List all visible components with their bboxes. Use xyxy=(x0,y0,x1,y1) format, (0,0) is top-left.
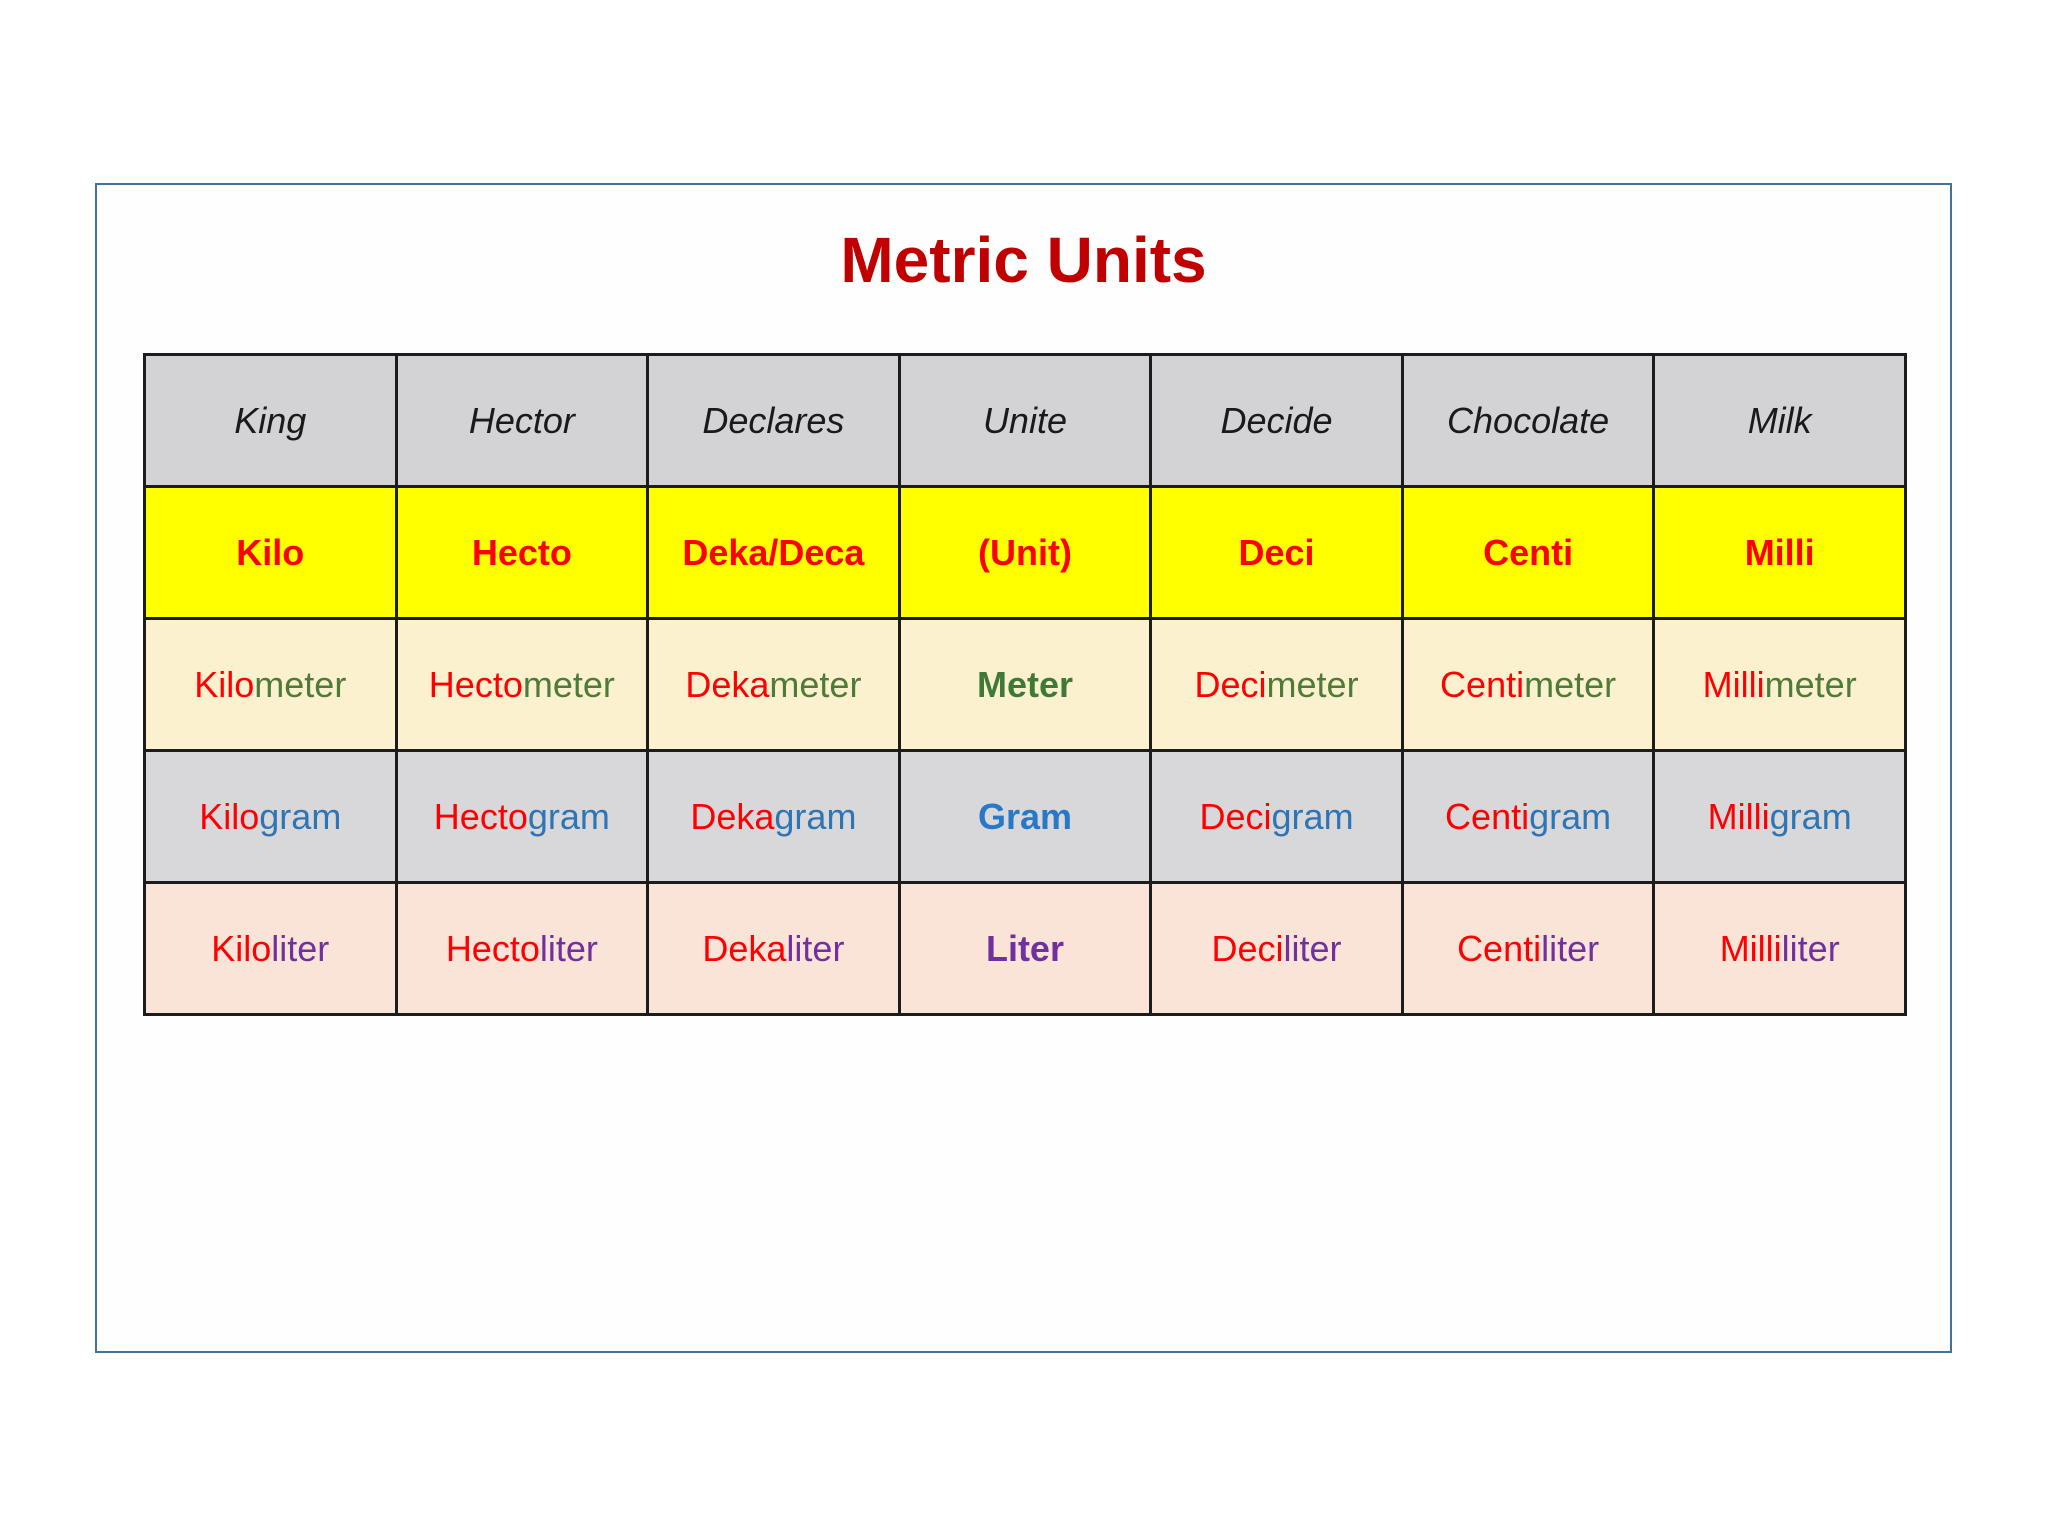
unit-prefix-part: Kilo xyxy=(194,663,255,705)
unit-suffix-part: liter xyxy=(271,927,330,969)
unit-prefix-part: Kilo xyxy=(211,927,272,969)
liter-cell-2: Dekaliter xyxy=(646,881,901,1016)
mnemonic-word: Milk xyxy=(1747,399,1812,441)
base-unit-label: Meter xyxy=(976,663,1073,705)
prefix-cell-1: Hecto xyxy=(394,485,650,620)
unit-prefix-part: Milli xyxy=(1707,795,1770,837)
prefix-cell-6: Milli xyxy=(1652,485,1907,620)
liter-cell-4: Deciliter xyxy=(1149,881,1404,1016)
mnemonic-cell-unite: Unite xyxy=(897,353,1153,488)
unit-suffix-part: meter xyxy=(522,663,615,705)
mnemonic-cell-decide: Decide xyxy=(1149,353,1404,488)
unit-suffix-part: liter xyxy=(786,927,845,969)
unit-prefix-part: Kilo xyxy=(199,795,260,837)
prefix-label: Milli xyxy=(1744,531,1815,573)
prefix-cell-4: Deci xyxy=(1149,485,1404,620)
mnemonic-word: Unite xyxy=(982,399,1067,441)
unit-suffix-part: meter xyxy=(254,663,347,705)
meter-cell-1: Hectometer xyxy=(394,617,650,752)
mnemonic-row: King Hector Declares Unite Decide Chocolate Mi… xyxy=(143,353,1907,488)
liter-cell-3: Liter xyxy=(897,881,1153,1016)
base-unit-label: Gram xyxy=(977,795,1072,837)
meter-row: Kilometer Hectometer Dekameter Meter Decimet… xyxy=(143,617,1907,752)
prefix-label: Deci xyxy=(1238,531,1315,573)
gram-cell-4: Decigram xyxy=(1149,749,1404,884)
unit-suffix-part: gram xyxy=(527,795,610,837)
meter-cell-6: Millimeter xyxy=(1652,617,1907,752)
gram-cell-3: Gram xyxy=(897,749,1153,884)
unit-suffix-part: liter xyxy=(1283,927,1342,969)
unit-prefix-part: Deka xyxy=(685,663,770,705)
unit-suffix-part: gram xyxy=(1271,795,1354,837)
prefix-cell-3: (Unit) xyxy=(897,485,1153,620)
slide-frame: Metric Units King Hector Declares Unite Deci… xyxy=(95,183,1952,1353)
liter-row: Kiloliter Hectoliter Dekaliter Liter Decilit… xyxy=(143,881,1907,1016)
gram-cell-5: Centigram xyxy=(1400,749,1656,884)
unit-prefix-part: Centi xyxy=(1440,663,1525,705)
meter-cell-2: Dekameter xyxy=(646,617,901,752)
unit-prefix-part: Deka xyxy=(702,927,787,969)
mnemonic-word: Declares xyxy=(702,399,845,441)
mnemonic-word: King xyxy=(234,399,307,441)
prefix-row: Kilo Hecto Deka/Deca (Unit) Deci Centi Milli xyxy=(143,485,1907,620)
prefix-label: (Unit) xyxy=(977,531,1072,573)
unit-suffix-part: gram xyxy=(1529,795,1612,837)
prefix-label: Hecto xyxy=(471,531,572,573)
unit-suffix-part: gram xyxy=(1769,795,1852,837)
page-title: Metric Units xyxy=(840,224,1207,296)
mnemonic-word: Chocolate xyxy=(1447,399,1610,441)
base-unit-label: Liter xyxy=(985,927,1064,969)
meter-cell-4: Decimeter xyxy=(1149,617,1404,752)
meter-cell-3: Meter xyxy=(897,617,1153,752)
unit-prefix-part: Deka xyxy=(690,795,775,837)
unit-prefix-part: Deci xyxy=(1211,927,1284,969)
unit-suffix-part: gram xyxy=(259,795,342,837)
gram-cell-0: Kilogram xyxy=(143,749,398,884)
metric-units-table: King Hector Declares Unite Decide Chocolate Mi… xyxy=(143,353,1907,1016)
unit-prefix-part: Hecto xyxy=(445,927,540,969)
prefix-label: Centi xyxy=(1483,531,1574,573)
liter-cell-5: Centiliter xyxy=(1400,881,1656,1016)
unit-suffix-part: meter xyxy=(769,663,862,705)
unit-prefix-part: Hecto xyxy=(428,663,523,705)
mnemonic-cell-king: King xyxy=(143,353,398,488)
gram-row: Kilogram Hectogram Dekagram Gram Decigram Cen… xyxy=(143,749,1907,884)
liter-cell-1: Hectoliter xyxy=(394,881,650,1016)
unit-prefix-part: Hecto xyxy=(433,795,528,837)
unit-prefix-part: Centi xyxy=(1457,927,1542,969)
prefix-cell-5: Centi xyxy=(1400,485,1656,620)
unit-suffix-part: liter xyxy=(1781,927,1840,969)
unit-prefix-part: Centi xyxy=(1445,795,1530,837)
liter-cell-6: Milliliter xyxy=(1652,881,1907,1016)
mnemonic-cell-hector: Hector xyxy=(394,353,650,488)
unit-prefix-part: Milli xyxy=(1702,663,1765,705)
unit-suffix-part: liter xyxy=(539,927,598,969)
mnemonic-word: Decide xyxy=(1220,399,1333,441)
gram-cell-2: Dekagram xyxy=(646,749,901,884)
meter-cell-5: Centimeter xyxy=(1400,617,1656,752)
unit-prefix-part: Deci xyxy=(1194,663,1267,705)
unit-suffix-part: meter xyxy=(1266,663,1359,705)
mnemonic-cell-declares: Declares xyxy=(646,353,901,488)
unit-prefix-part: Deci xyxy=(1199,795,1272,837)
liter-cell-0: Kiloliter xyxy=(143,881,398,1016)
mnemonic-cell-milk: Milk xyxy=(1652,353,1907,488)
unit-suffix-part: meter xyxy=(1524,663,1617,705)
prefix-cell-2: Deka/Deca xyxy=(646,485,901,620)
prefix-label: Deka/Deca xyxy=(682,531,865,573)
gram-cell-6: Milligram xyxy=(1652,749,1907,884)
unit-suffix-part: gram xyxy=(774,795,857,837)
gram-cell-1: Hectogram xyxy=(394,749,650,884)
unit-suffix-part: liter xyxy=(1541,927,1600,969)
mnemonic-cell-chocolate: Chocolate xyxy=(1400,353,1656,488)
mnemonic-word: Hector xyxy=(468,399,575,441)
prefix-cell-0: Kilo xyxy=(143,485,398,620)
unit-prefix-part: Milli xyxy=(1719,927,1782,969)
meter-cell-0: Kilometer xyxy=(143,617,398,752)
unit-suffix-part: meter xyxy=(1764,663,1857,705)
prefix-label: Kilo xyxy=(236,531,305,573)
